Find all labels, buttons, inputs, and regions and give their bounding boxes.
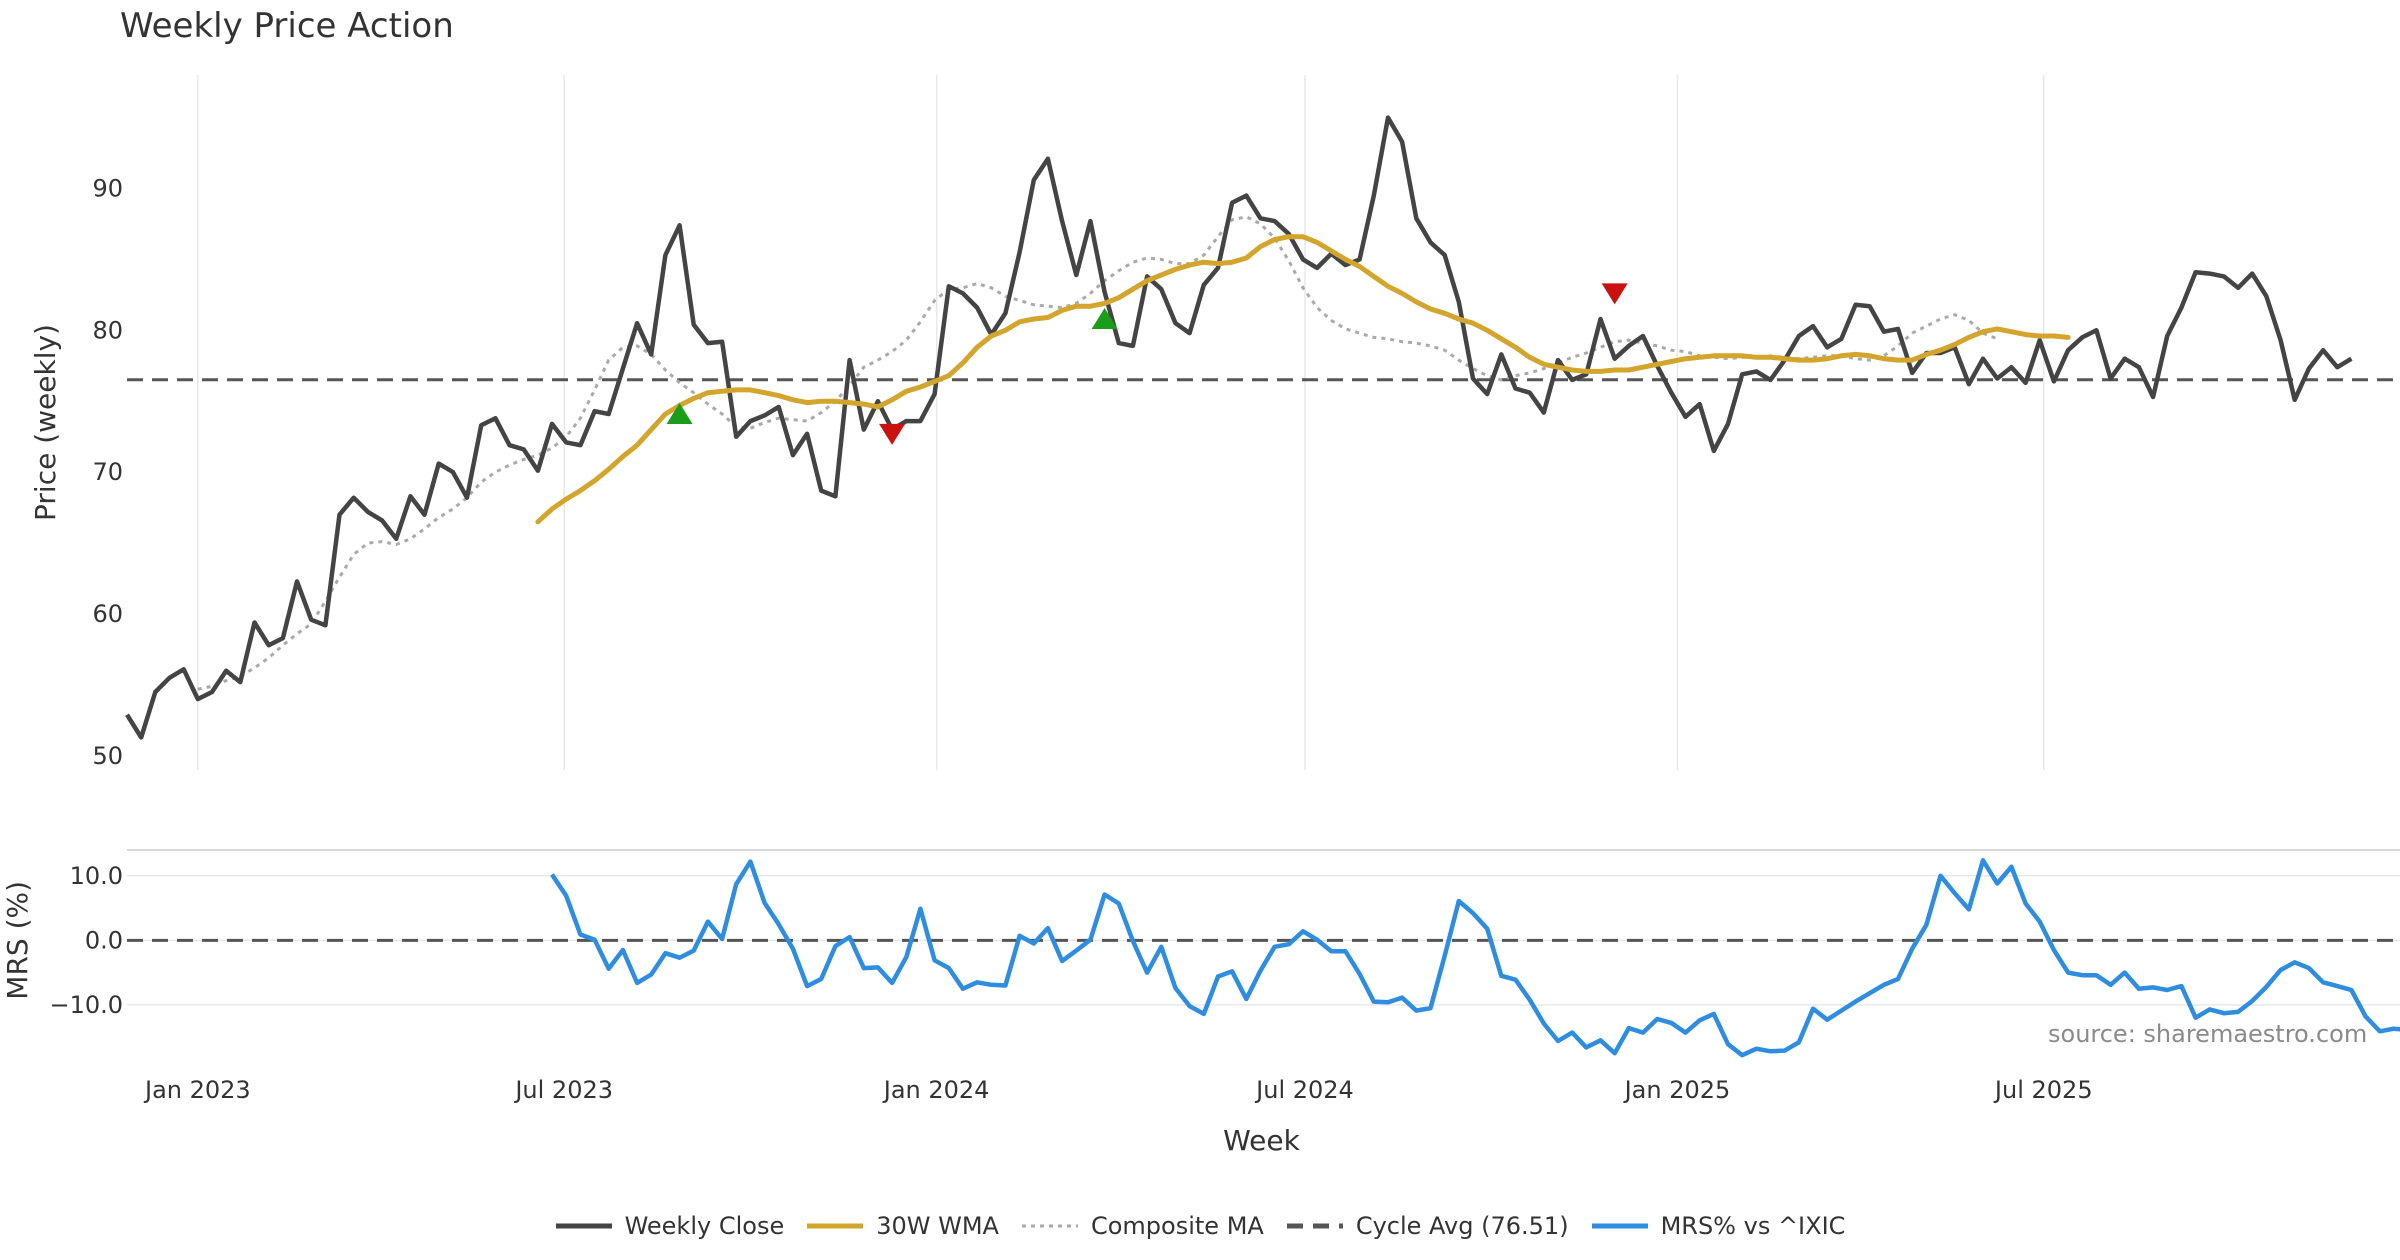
x-axis-label: Week (1223, 1124, 1300, 1157)
axis-labels: Jan 2023 Jul 2023 Jan 2024 Jul 2024 Jan 2025… (1, 174, 2093, 1157)
signal-markers (666, 283, 1628, 445)
x-tick-label: Jul 2023 (513, 1076, 613, 1104)
composite-series-line (197, 215, 1998, 691)
buy-signal-marker (666, 402, 693, 424)
mrs-gridlines (127, 849, 2400, 1006)
chart-title: Weekly Price Action (120, 6, 454, 46)
legend-swatch-mrs (1591, 1223, 1648, 1229)
legend-label: 30W WMA (876, 1212, 999, 1240)
legend-item-wma: 30W WMA (806, 1212, 999, 1240)
x-tick-label: Jul 2024 (1254, 1076, 1354, 1104)
x-tick-label: Jan 2024 (882, 1076, 990, 1104)
x-tick-label: Jul 2025 (1993, 1076, 2093, 1104)
legend-label: Cycle Avg (76.51) (1355, 1212, 1569, 1240)
price-y-tick-label: 80 (92, 316, 123, 344)
price-series-group (125, 115, 2400, 740)
price-y-tick-label: 50 (92, 742, 123, 770)
legend-item-close: Weekly Close (555, 1212, 785, 1240)
mrs-y-tick-label: 10.0 (70, 862, 123, 890)
legend-item-mrs: MRS% vs ^IXIC (1591, 1212, 1846, 1240)
mrs-y-tick-label: 0.0 (85, 926, 123, 954)
legend-swatch-close (555, 1223, 612, 1229)
x-tick-label: Jan 2025 (1623, 1076, 1731, 1104)
legend-label: Composite MA (1090, 1212, 1264, 1240)
price-gridlines (197, 75, 2045, 770)
legend-item-composite: Composite MA (1021, 1212, 1264, 1240)
price-y-tick-label: 70 (92, 458, 123, 486)
price-y-tick-label: 60 (92, 600, 123, 628)
legend: Weekly Close 30W WMA Composite MA Cycle Avg… (0, 1212, 2400, 1240)
close-series-line (125, 115, 2353, 740)
wma-series-line (535, 234, 2071, 525)
mrs-series-line (550, 858, 2400, 1058)
legend-item-cycle: Cycle Avg (76.51) (1286, 1212, 1569, 1240)
legend-label: Weekly Close (624, 1212, 785, 1240)
legend-swatch-cycle (1286, 1223, 1343, 1229)
legend-label: MRS% vs ^IXIC (1660, 1212, 1846, 1240)
sell-signal-marker (879, 423, 906, 445)
source-attribution: source: sharemaestro.com (2048, 1020, 2368, 1048)
sell-signal-marker (1601, 283, 1628, 305)
price-y-tick-label: 90 (92, 174, 123, 202)
mrs-y-tick-label: −10.0 (49, 991, 123, 1019)
mrs-y-axis-label: MRS (%) (1, 881, 34, 1000)
buy-signal-marker (1091, 307, 1118, 329)
legend-swatch-wma (807, 1223, 864, 1229)
price-y-axis-label: Price (weekly) (29, 324, 62, 521)
mrs-series-group (127, 858, 2400, 1058)
x-tick-label: Jan 2023 (143, 1076, 251, 1104)
legend-swatch-composite (1021, 1224, 1078, 1228)
